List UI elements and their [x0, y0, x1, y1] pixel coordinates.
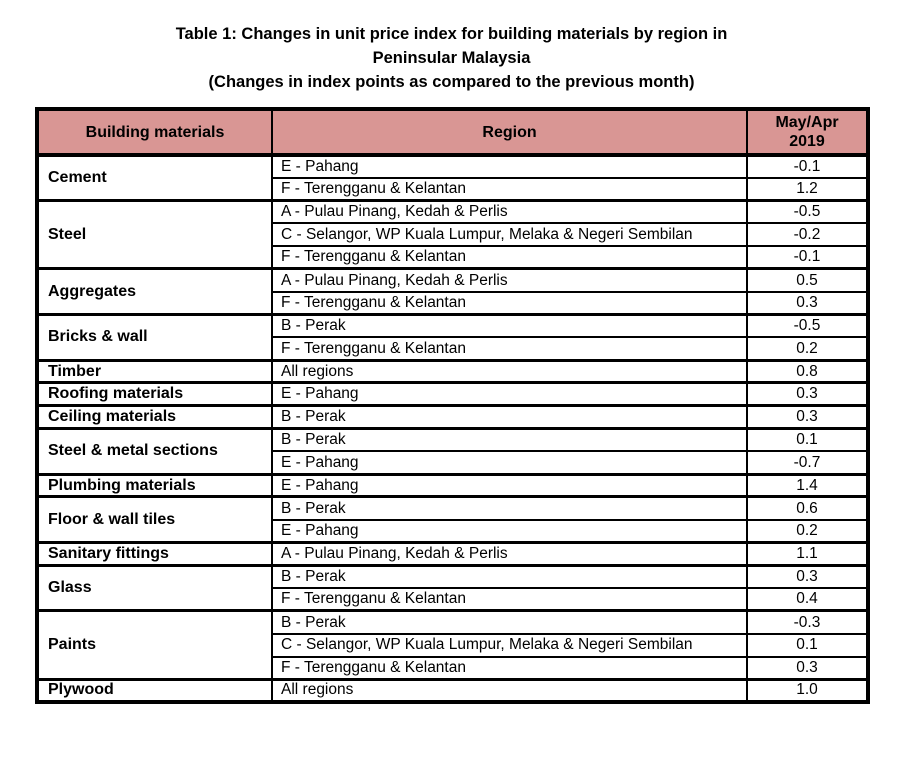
value-cell: 0.3	[746, 655, 869, 681]
table-row: F - Terengganu & Kelantan 1.2	[37, 176, 869, 202]
material-cell: Floor & wall tiles	[36, 495, 273, 544]
region-cell: F - Terengganu & Kelantan	[271, 245, 748, 270]
table-header-row: Building materials Region May/Apr 2019	[36, 108, 869, 157]
value-cell: 0.6	[746, 495, 869, 521]
region-cell: A - Pulau Pinang, Kedah & Perlis	[271, 199, 748, 225]
table-row: Timber All regions 0.8	[36, 358, 869, 384]
region-cell: B - Perak	[271, 427, 748, 453]
material-cell: Aggregates	[36, 267, 273, 316]
region-cell: B - Perak	[271, 404, 748, 430]
table-title: Table 1: Changes in unit price index for…	[0, 22, 903, 94]
region-cell: C - Selangor, WP Kuala Lumpur, Melaka & …	[271, 632, 748, 658]
value-cell: 1.0	[746, 677, 869, 704]
value-cell: 0.5	[746, 267, 869, 293]
value-cell: -0.2	[746, 222, 869, 248]
table-row: Steel & metal sections B - Perak 0.1	[36, 427, 869, 476]
region-cell: F - Terengganu & Kelantan	[271, 336, 748, 362]
table-row: Steel A - Pulau Pinang, Kedah & Perlis -0.…	[36, 199, 869, 270]
region-cell: E - Pahang	[271, 472, 748, 498]
region-cell: E - Pahang	[271, 153, 748, 179]
value-cell: -0.1	[746, 153, 869, 179]
material-cell: Steel & metal sections	[36, 427, 273, 476]
value-cell: 0.1	[746, 632, 869, 658]
value-cell: -0.5	[746, 199, 869, 225]
region-cell: F - Terengganu & Kelantan	[271, 587, 748, 612]
material-cell: Glass	[36, 563, 273, 612]
table-row: Plywood All regions 1.0	[36, 677, 869, 704]
table-row: Aggregates A - Pulau Pinang, Kedah & Perl…	[36, 267, 869, 316]
region-cell: B - Perak	[271, 563, 748, 590]
table-row: C - Selangor, WP Kuala Lumpur, Melaka & …	[37, 222, 869, 248]
value-cell: 0.3	[746, 404, 869, 430]
table-row: F - Terengganu & Kelantan 0.3	[37, 655, 869, 681]
material-cell: Plywood	[36, 677, 273, 704]
material-cell: Paints	[36, 609, 273, 681]
region-cell: F - Terengganu & Kelantan	[271, 176, 748, 202]
material-cell: Sanitary fittings	[36, 541, 273, 567]
value-cell: 0.8	[746, 358, 869, 384]
region-cell: F - Terengganu & Kelantan	[271, 655, 748, 681]
region-cell: B - Perak	[271, 495, 748, 521]
material-cell: Roofing materials	[36, 381, 273, 407]
table-row: F - Terengganu & Kelantan 0.4	[37, 587, 869, 612]
table-title-line-3: (Changes in index points as compared to …	[208, 73, 695, 91]
table-row: Sanitary fittings A - Pulau Pinang, Kedah…	[36, 541, 869, 567]
table-row: Floor & wall tiles B - Perak 0.6	[36, 495, 869, 544]
table-row: E - Pahang -0.7	[37, 450, 869, 476]
region-cell: C - Selangor, WP Kuala Lumpur, Melaka & …	[271, 222, 748, 248]
material-cell: Bricks & wall	[36, 313, 273, 362]
value-cell: 0.2	[746, 518, 869, 544]
region-cell: B - Perak	[271, 313, 748, 339]
table-row: F - Terengganu & Kelantan 0.3	[37, 290, 869, 316]
table-row: Roofing materials E - Pahang 0.3	[36, 381, 869, 407]
table-title-line-2: Peninsular Malaysia	[372, 49, 531, 67]
value-cell: 1.4	[746, 472, 869, 498]
table-row: Paints B - Perak -0.3	[36, 609, 869, 681]
material-cell: Cement	[36, 153, 273, 202]
material-cell: Ceiling materials	[36, 404, 273, 430]
region-cell: A - Pulau Pinang, Kedah & Perlis	[271, 541, 748, 567]
material-cell: Steel	[36, 199, 273, 270]
table-row: F - Terengganu & Kelantan 0.2	[37, 336, 869, 362]
region-cell: All regions	[271, 358, 748, 384]
table-body: Cement E - Pahang -0.1 F - Terengganu & Kel…	[36, 153, 869, 704]
value-cell: -0.3	[746, 609, 869, 635]
table-row: Bricks & wall B - Perak -0.5	[36, 313, 869, 362]
value-cell: 0.2	[746, 336, 869, 362]
region-cell: E - Pahang	[271, 450, 748, 476]
region-cell: All regions	[271, 677, 748, 704]
region-cell: A - Pulau Pinang, Kedah & Perlis	[271, 267, 748, 293]
material-cell: Timber	[36, 358, 273, 384]
value-cell: 0.3	[746, 381, 869, 407]
value-cell: -0.7	[746, 450, 869, 476]
table-title-line-1: Table 1: Changes in unit price index for…	[175, 25, 728, 43]
column-header: May/Apr 2019	[746, 108, 869, 157]
region-cell: F - Terengganu & Kelantan	[271, 290, 748, 316]
value-cell: 1.1	[746, 541, 869, 567]
value-cell: -0.1	[746, 245, 869, 270]
value-cell: 0.4	[746, 587, 869, 612]
table-row: E - Pahang 0.2	[37, 518, 869, 544]
table-row: F - Terengganu & Kelantan -0.1	[37, 245, 869, 270]
table-row: Plumbing materials E - Pahang 1.4	[36, 472, 869, 498]
region-cell: E - Pahang	[271, 381, 748, 407]
material-cell: Plumbing materials	[36, 472, 273, 498]
region-cell: B - Perak	[271, 609, 748, 635]
table-header: Building materials Region May/Apr 2019	[36, 108, 869, 157]
value-cell: 0.1	[746, 427, 869, 453]
value-cell: 1.2	[746, 176, 869, 202]
table-row: C - Selangor, WP Kuala Lumpur, Melaka & …	[37, 632, 869, 658]
table-row: Cement E - Pahang -0.1	[36, 153, 869, 202]
value-cell: 0.3	[746, 290, 869, 316]
price-index-table: Building materials Region May/Apr 2019 Cem…	[35, 107, 870, 705]
table-row: Ceiling materials B - Perak 0.3	[36, 404, 869, 430]
table-row: Glass B - Perak 0.3	[36, 563, 869, 612]
column-header: Building materials	[36, 108, 273, 157]
column-header: Region	[271, 108, 748, 157]
region-cell: E - Pahang	[271, 518, 748, 544]
value-cell: -0.5	[746, 313, 869, 339]
value-cell: 0.3	[746, 563, 869, 590]
